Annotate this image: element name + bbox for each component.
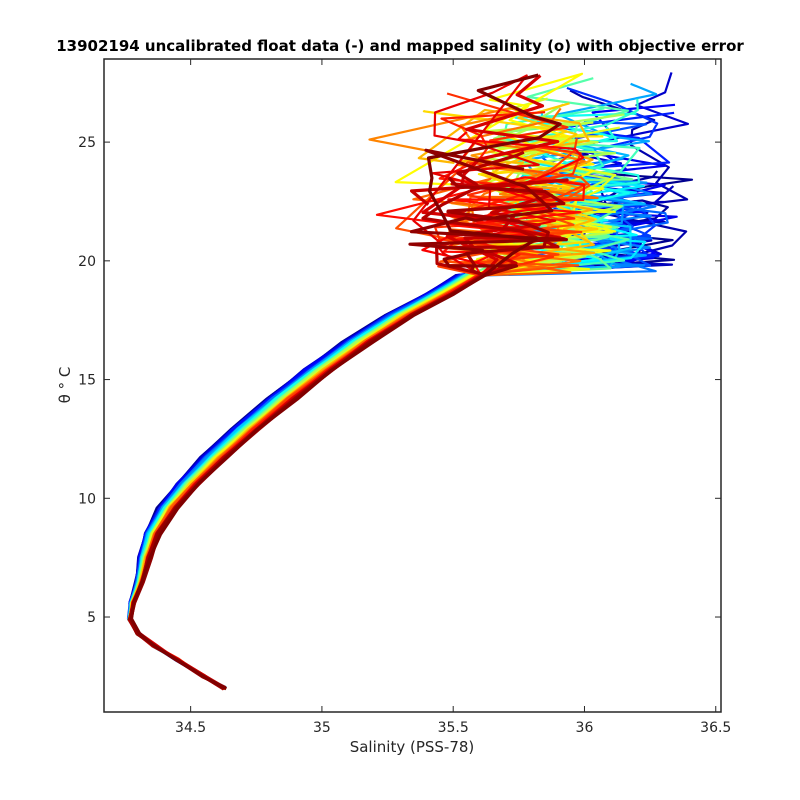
y-tick-label: 10 [78, 491, 96, 507]
x-tick-label: 35 [313, 720, 331, 736]
plot-frame [103, 58, 722, 713]
series-line [128, 150, 560, 691]
y-tick-label: 15 [78, 373, 96, 389]
x-tick-label: 34.5 [175, 720, 206, 736]
chart-title: 13902194 uncalibrated float data (-) and… [56, 37, 744, 55]
y-tick-label: 5 [87, 610, 96, 626]
series-line [128, 72, 689, 690]
series-line [127, 178, 569, 690]
y-tick-label: 25 [78, 135, 96, 151]
y-axis-label: θ ° C [56, 367, 74, 404]
x-tick-label: 36.5 [700, 720, 731, 736]
series-line [129, 107, 581, 690]
series-layer [126, 72, 694, 691]
series-line [129, 73, 562, 691]
y-tick-label: 20 [78, 254, 96, 270]
x-tick-label: 35.5 [438, 720, 469, 736]
tick-layer: 34.5 35 35.5 36 36.5 5 10 15 20 25 [78, 59, 731, 736]
x-axis-label: Salinity (PSS-78) [350, 738, 475, 756]
x-tick-label: 36 [576, 720, 594, 736]
